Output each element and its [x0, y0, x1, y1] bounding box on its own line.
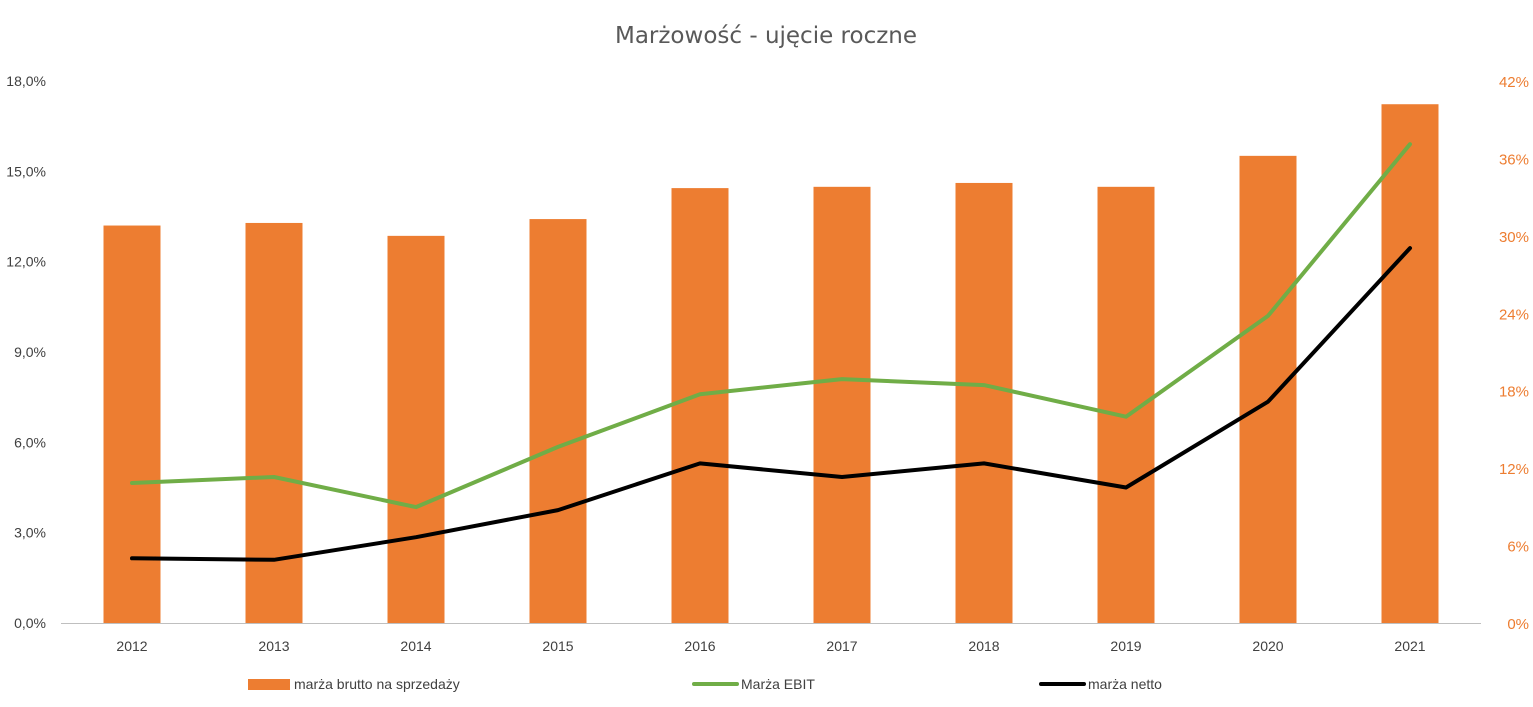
- y-left-tick-label: 9,0%: [14, 344, 46, 360]
- x-tick-label: 2013: [258, 638, 289, 654]
- x-tick-label: 2019: [1110, 638, 1141, 654]
- line-marża-ebit: [130, 142, 1412, 510]
- y-left-tick-label: 6,0%: [14, 434, 46, 450]
- legend-label: marża brutto na sprzedaży: [294, 676, 460, 692]
- line-marża-netto: [130, 246, 1412, 562]
- bar-2012: [103, 225, 161, 624]
- bar-2018: [955, 182, 1013, 623]
- y-left-tick-label: 15,0%: [6, 163, 46, 179]
- x-tick-label: 2021: [1394, 638, 1425, 654]
- bar-2013: [245, 222, 303, 623]
- line-series: [130, 142, 1412, 562]
- x-tick-label: 2017: [826, 638, 857, 654]
- x-tick-label: 2014: [400, 638, 431, 654]
- x-tick-label: 2020: [1252, 638, 1283, 654]
- bar-2015: [529, 219, 587, 624]
- y-right-tick-label: 18%: [1499, 384, 1529, 401]
- y-right-tick-label: 36%: [1499, 151, 1529, 168]
- x-tick-label: 2016: [684, 638, 715, 654]
- bar-series: [103, 104, 1439, 624]
- bar-2016: [671, 188, 729, 623]
- x-tick-label: 2018: [968, 638, 999, 654]
- y-left-tick-label: 12,0%: [6, 254, 46, 270]
- y-right-tick-label: 0%: [1507, 616, 1529, 633]
- axes: 0,0% 3,0% 6,0% 9,0% 12,0% 15,0% 18,0% 0% 6% 12% 18…: [6, 73, 1529, 654]
- legend-swatch: [248, 679, 290, 690]
- y-right-tick-label: 24%: [1499, 306, 1529, 323]
- legend-label: Marża EBIT: [741, 676, 815, 692]
- y-left-tick-label: 18,0%: [6, 73, 46, 89]
- y-right-tick-label: 30%: [1499, 229, 1529, 246]
- y-right-tick-label: 42%: [1499, 74, 1529, 91]
- legend-label: marża netto: [1088, 676, 1162, 692]
- bar-2014: [387, 235, 445, 623]
- y-right-tick-label: 12%: [1499, 461, 1529, 478]
- y-right-tick-label: 6%: [1507, 539, 1529, 556]
- y-left-tick-label: 0,0%: [14, 615, 46, 631]
- y-left-tick-label: 3,0%: [14, 525, 46, 541]
- x-tick-label: 2015: [542, 638, 573, 654]
- bar-2021: [1381, 104, 1439, 623]
- chart-title: Marżowość - ujęcie roczne: [615, 23, 917, 49]
- x-tick-label: 2012: [116, 638, 147, 654]
- bar-2020: [1239, 155, 1297, 623]
- legend: marża brutto na sprzedaży Marża EBIT marża…: [248, 676, 1162, 692]
- bar-2017: [813, 186, 871, 624]
